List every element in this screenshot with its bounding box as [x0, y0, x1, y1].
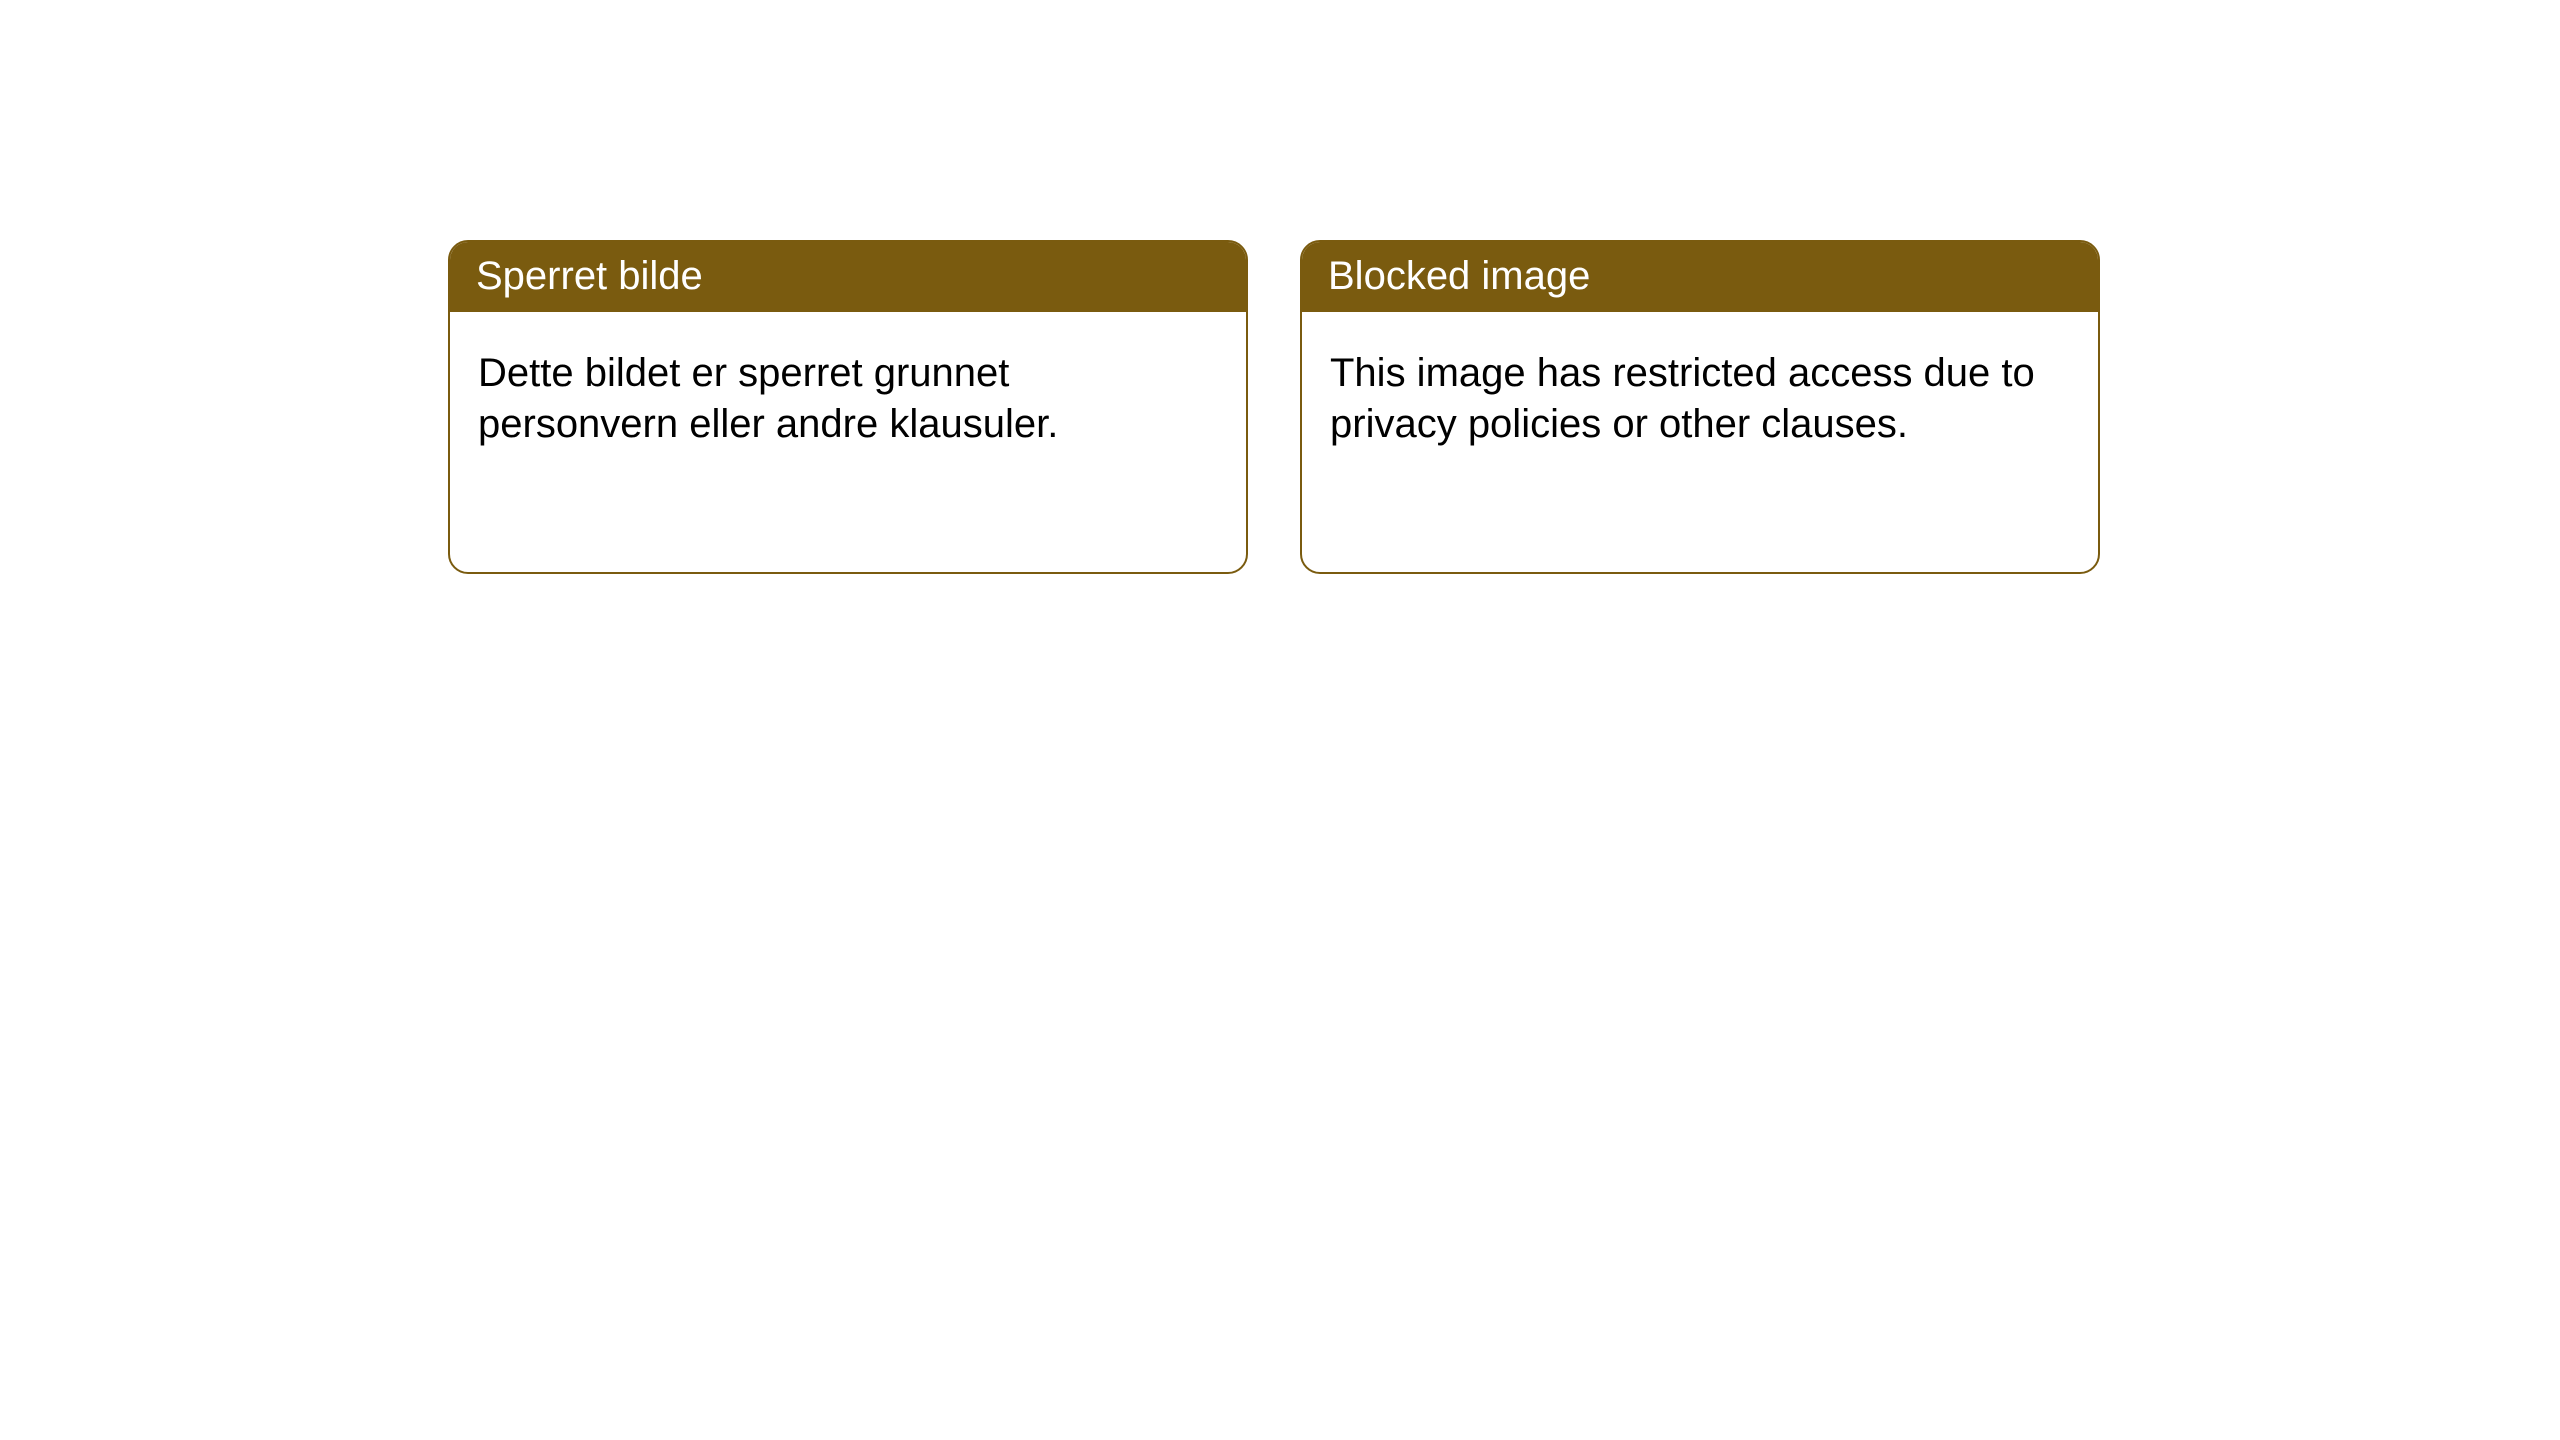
notice-card-norwegian: Sperret bilde Dette bildet er sperret gr… [448, 240, 1248, 574]
notice-body: This image has restricted access due to … [1302, 312, 2098, 486]
notice-body: Dette bildet er sperret grunnet personve… [450, 312, 1246, 486]
notice-header: Sperret bilde [450, 242, 1246, 312]
notice-container: Sperret bilde Dette bildet er sperret gr… [0, 0, 2560, 574]
notice-header: Blocked image [1302, 242, 2098, 312]
notice-card-english: Blocked image This image has restricted … [1300, 240, 2100, 574]
